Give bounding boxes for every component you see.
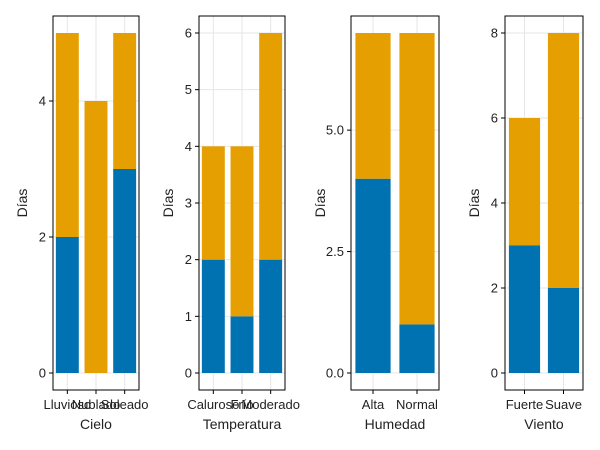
bar-bottom-alta	[355, 178, 391, 373]
y-tick-label: 2	[185, 252, 192, 267]
y-tick-label: 3	[185, 196, 192, 211]
y-tick-label: 8	[491, 26, 498, 41]
chart-panel-4: 0 2 4 6 8 Fuerte Suave Viento Días	[466, 15, 584, 432]
bar-bottom-moderado	[259, 259, 283, 373]
y-tick-label: 0	[39, 366, 46, 381]
x-tick-label: Normal	[396, 397, 438, 412]
bar-top-alta	[355, 33, 391, 179]
y-axis-label: Días	[14, 189, 30, 218]
bar-bottom-normal	[399, 324, 435, 373]
x-tick-label: Lluvioso	[43, 397, 91, 412]
y-tick-label: 2.5	[326, 244, 344, 259]
bar-bottom-lluvioso	[55, 237, 79, 373]
y-tick-label: 0	[491, 366, 498, 381]
y-tick-label: 4	[185, 139, 192, 154]
x-tick-label: Nublado	[72, 397, 120, 412]
bar-bottom-frío	[230, 316, 254, 373]
bar-top-normal	[399, 33, 435, 325]
bar-top-caluroso	[201, 146, 225, 260]
y-tick-label: 1	[185, 309, 192, 324]
y-tick-label: 2	[491, 281, 498, 296]
bar-top-soleado	[113, 33, 137, 169]
y-tick-label: 6	[491, 111, 498, 126]
y-tick-label: 6	[185, 26, 192, 41]
chart-panel-3: 0.0 2.5 5.0 Alta Normal Humedad Días	[312, 15, 440, 432]
x-tick-label: Soleado	[101, 397, 149, 412]
x-tick-label: Caluroso	[187, 397, 239, 412]
y-tick-label: 5	[185, 82, 192, 97]
x-tick-label: Fuerte	[506, 397, 544, 412]
y-axis-label: Días	[312, 189, 328, 218]
x-axis-label: Cielo	[80, 416, 112, 432]
bar-bottom-soleado	[113, 169, 137, 373]
bar-bottom-caluroso	[201, 259, 225, 373]
bar-top-nublado	[84, 101, 108, 373]
y-tick-label: 0	[185, 366, 192, 381]
x-axis-label: Viento	[524, 416, 564, 432]
x-axis-label: Humedad	[365, 416, 426, 432]
bar-top-lluvioso	[55, 33, 79, 237]
x-tick-label: Suave	[545, 397, 582, 412]
x-tick-label: Moderado	[241, 397, 300, 412]
bar-top-suave	[547, 33, 580, 288]
bar-bottom-fuerte	[508, 245, 541, 373]
bar-top-frío	[230, 146, 254, 317]
x-axis-label: Temperatura	[203, 416, 282, 432]
bar-bottom-suave	[547, 288, 580, 373]
axes-frame	[350, 15, 440, 391]
y-tick-label: 2	[39, 230, 46, 245]
y-tick-label: 0.0	[326, 366, 344, 381]
y-tick-label: 5.0	[326, 123, 344, 138]
x-tick-label: Frío	[230, 397, 253, 412]
bar-top-moderado	[259, 33, 283, 260]
x-tick-label: Alta	[362, 397, 385, 412]
y-axis-label: Días	[466, 189, 482, 218]
y-tick-label: 4	[491, 196, 498, 211]
bar-top-fuerte	[508, 118, 541, 246]
y-axis-label: Días	[160, 189, 176, 218]
y-tick-label: 4	[39, 94, 46, 109]
